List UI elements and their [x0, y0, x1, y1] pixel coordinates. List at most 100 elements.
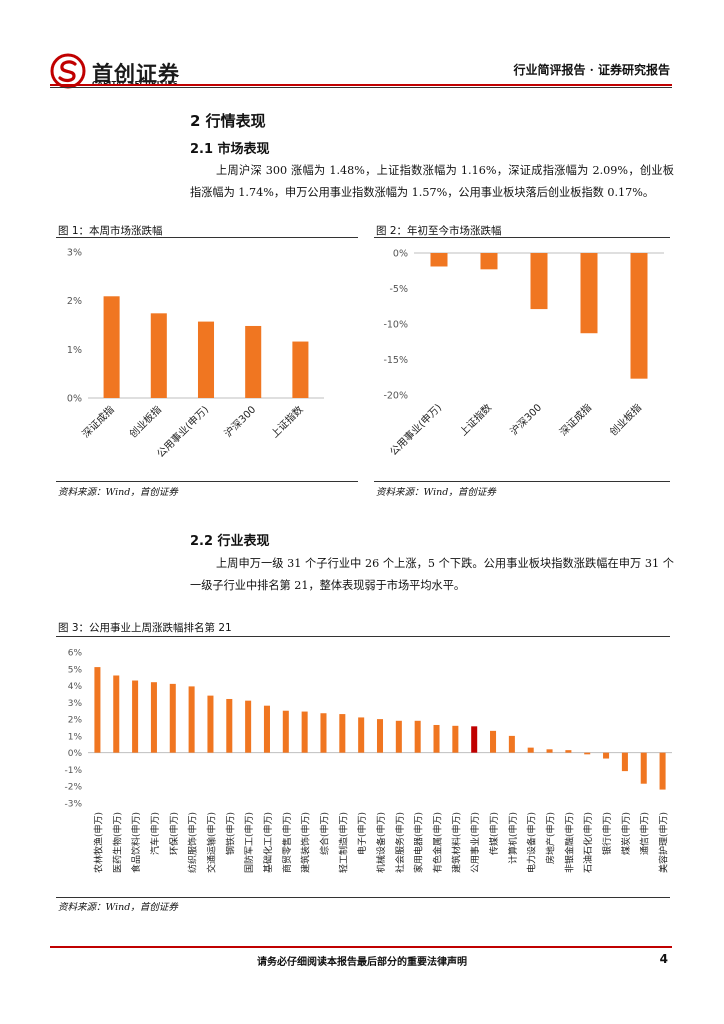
- fig2-ytick-label: -15%: [383, 355, 408, 366]
- fig3-bar: [376, 719, 384, 753]
- fig2-bar: [530, 253, 548, 310]
- fig3-ytick-label: -3%: [64, 800, 82, 810]
- fig3-bar: [150, 682, 157, 753]
- fig3-ytick-label: 3%: [68, 699, 83, 709]
- fig3-ytick-label: -2%: [64, 783, 82, 793]
- fig3-bar: [546, 749, 553, 753]
- fig3-bar: [433, 724, 440, 753]
- fig3-bar: [414, 720, 421, 753]
- fig3-category-label: 美容护理(申万): [658, 812, 670, 873]
- header-rule-thin: [50, 87, 672, 88]
- figure2-source: 资料来源：Wind，首创证券: [376, 487, 496, 498]
- fig3-category-label: 纺织服饰(申万): [187, 812, 199, 873]
- fig3-bar: [245, 700, 252, 753]
- fig3-category-label: 医药生物(申万): [111, 812, 123, 873]
- fig3-category-label: 计算机(申万): [507, 812, 519, 864]
- fig3-ytick-label: 0%: [68, 749, 83, 759]
- fig3-category-label: 综合(申万): [318, 812, 330, 855]
- fig3-category-label: 非银金融(申万): [563, 812, 575, 873]
- fig3-bar: [358, 717, 365, 753]
- fig3-bar: [584, 752, 591, 755]
- fig1-bar: [197, 321, 215, 398]
- fig3-ytick-label: 5%: [68, 665, 83, 675]
- fig3-ytick-label: 1%: [68, 732, 83, 742]
- figure2-title: 图 2：年初至今市场涨跌幅: [376, 225, 502, 237]
- fig3-category-label: 社会服务(申万): [394, 812, 406, 873]
- brand-name-cn: 首创证券: [92, 62, 180, 86]
- fig3-category-label: 食品饮料(申万): [130, 812, 142, 873]
- fig1-bar: [292, 341, 309, 398]
- fig2-category-label: 创业板指: [607, 401, 644, 438]
- fig3-category-label: 建筑材料(申万): [450, 812, 462, 873]
- fig3-bar: [565, 750, 572, 753]
- fig3-category-label: 建筑装饰(申万): [300, 812, 312, 873]
- fig3-category-label: 电力设备(申万): [526, 812, 538, 873]
- fig3-category-label: 石油石化(申万): [582, 812, 594, 873]
- fig3-category-label: 电子(申万): [356, 812, 368, 855]
- fig3-bar: [339, 714, 346, 753]
- fig1-ytick-label: 0%: [67, 394, 82, 405]
- fig1-ytick-label: 3%: [67, 248, 82, 259]
- fig3-category-label: 商贸零售(申万): [281, 812, 293, 873]
- fig3-bar: [320, 713, 327, 753]
- figure1-rule: [56, 237, 358, 238]
- fig1-category-label: 创业板指: [126, 403, 163, 440]
- fig3-category-label: 国防军工(申万): [243, 812, 255, 873]
- fig3-ytick-label: 6%: [68, 649, 83, 659]
- fig3-category-label: 基础化工(申万): [262, 812, 274, 873]
- fig3-bar: [301, 711, 308, 753]
- fig3-bar: [226, 698, 233, 753]
- figure3-rule-bottom: [56, 897, 670, 898]
- fig3-bar: [490, 730, 497, 753]
- fig3-category-label: 交通运输(申万): [205, 812, 217, 873]
- fig3-category-label: 农林牧渔(申万): [92, 812, 104, 873]
- fig3-category-label: 环保(申万): [168, 812, 180, 855]
- fig3-bar: [207, 695, 214, 753]
- fig1-ytick-label: 2%: [67, 296, 82, 307]
- fig3-bar: [282, 710, 289, 753]
- fig3-bar: [603, 752, 610, 759]
- fig2-bar: [480, 253, 498, 270]
- fig1-ytick-label: 1%: [67, 345, 82, 356]
- fig2-bar: [580, 253, 598, 334]
- fig2-category-label: 沪深300: [507, 401, 544, 438]
- fig3-bar: [94, 667, 101, 753]
- figure3-chart: -3% -2% -1% 0% 1% 2% 3% 4% 5% 6% 农林牧渔(申万) 医药生物(申万) 食…: [64, 649, 672, 873]
- fig3-category-label: 有色金属(申万): [432, 812, 444, 873]
- fig1-bar: [103, 296, 120, 398]
- figure3-source: 资料来源：Wind，首创证券: [58, 902, 178, 913]
- report-type: 行业简评报告 · 证券研究报告: [513, 63, 670, 77]
- fig3-bar: [113, 675, 120, 753]
- section-title: 2 行情表现: [190, 112, 266, 130]
- fig2-ytick-label: 0%: [393, 249, 408, 260]
- fig1-bar: [245, 325, 262, 398]
- fig3-category-label: 机械设备(申万): [375, 812, 387, 873]
- fig3-category-label: 钢铁(申万): [224, 812, 236, 855]
- fig3-bar: [188, 686, 195, 753]
- fig3-bar: [527, 747, 534, 753]
- footer-rule: [50, 946, 672, 948]
- fig3-bar: [169, 683, 176, 753]
- figure1-rule-bottom: [56, 481, 358, 482]
- figure1-source: 资料来源：Wind，首创证券: [58, 487, 178, 498]
- fig2-ytick-label: -20%: [383, 391, 408, 402]
- fig3-ytick-label: -1%: [64, 766, 82, 776]
- fig3-category-label: 公用事业(申万): [469, 812, 481, 873]
- fig3-ytick-label: 2%: [68, 716, 83, 726]
- figure2-rule: [374, 237, 670, 238]
- header-rule: [50, 84, 672, 86]
- fig3-category-label: 煤炭(申万): [620, 812, 632, 855]
- fig3-category-label: 轻工制造(申万): [337, 812, 349, 873]
- fig3-bar: [621, 752, 628, 772]
- subsection-title-market: 2.1 市场表现: [190, 142, 270, 157]
- fig2-category-label: 深证成指: [557, 401, 594, 438]
- fig3-category-label: 通信(申万): [639, 812, 651, 855]
- fig3-category-label: 银行(申万): [601, 812, 613, 855]
- fig3-bar: [395, 720, 402, 753]
- footer-disclaimer: 请务必仔细阅读本报告最后部分的重要法律声明: [257, 957, 467, 968]
- fig3-category-label: 汽车(申万): [149, 812, 161, 855]
- fig2-bar: [430, 253, 448, 267]
- subsection-title-industry: 2.2 行业表现: [190, 534, 270, 549]
- fig1-category-label: 深证成指: [79, 403, 116, 440]
- fig3-bar: [659, 752, 666, 790]
